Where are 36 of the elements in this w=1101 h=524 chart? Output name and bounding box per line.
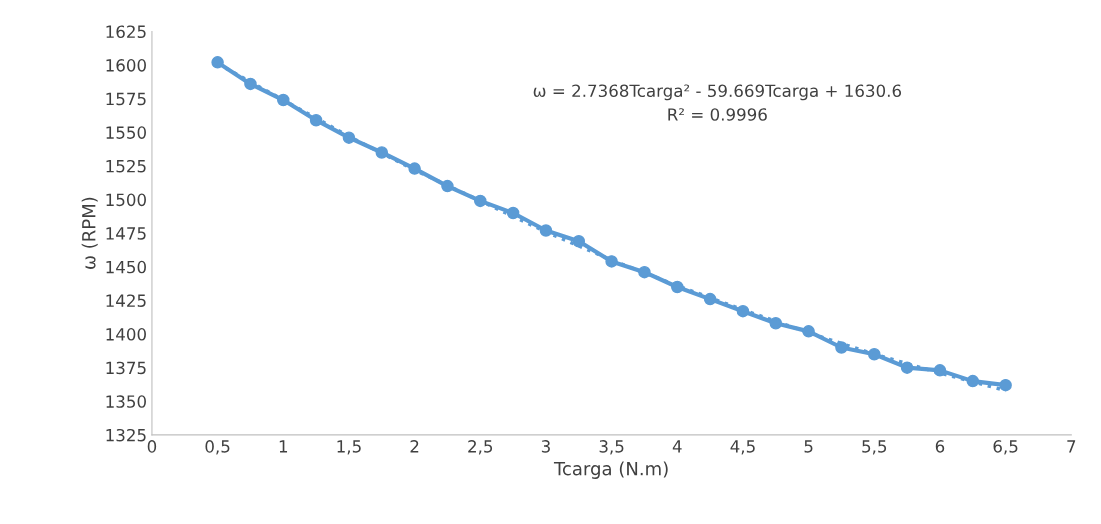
- y-tick-label: 1500: [106, 193, 146, 207]
- y-tick-label: 1625: [106, 25, 146, 39]
- x-tick-label: 5: [804, 440, 813, 453]
- x-axis-title: Tcarga (N.m): [553, 461, 668, 479]
- y-tick-label: 1450: [106, 260, 146, 274]
- point: [999, 378, 1012, 392]
- x-tick-label: 7: [1067, 440, 1076, 453]
- x-tick-label: 4: [672, 440, 682, 453]
- x-tick-label: 1,5: [337, 440, 361, 455]
- y-tick-label: 1350: [106, 395, 146, 408]
- annotation: ω = 2.7368Tcarga² - 59.669Tcarga + 1630.6 R² = 0.9996: [533, 84, 902, 121]
- y-axis-title: ω (RPM): [81, 197, 98, 269]
- y-tick-label: 1575: [106, 92, 146, 106]
- y-tick-label: 1425: [106, 294, 146, 307]
- point: [441, 179, 454, 193]
- y-tick-label: 1400: [106, 328, 146, 341]
- x-tick-label: 6,5: [993, 440, 1018, 455]
- y-tick-label: 1375: [106, 361, 146, 375]
- y-tick-label: 1475: [106, 227, 146, 240]
- x-tick-label: 0: [147, 440, 157, 453]
- x-tick-label: 5,5: [862, 440, 887, 455]
- y-tick-label: 1525: [106, 159, 146, 173]
- x-tick-label: 2,5: [468, 440, 493, 455]
- x-tick-label: 3,5: [599, 440, 624, 455]
- x-tick-label: 0,5: [205, 440, 230, 455]
- x-tick-label: 1: [279, 440, 288, 453]
- x-tick-label: 3: [541, 440, 550, 453]
- x-tick-label: 2: [410, 440, 419, 453]
- point: [244, 77, 257, 91]
- y-tick-label: 1600: [106, 59, 146, 72]
- x-tick-label: 4,5: [730, 440, 755, 455]
- y-tick-label: 1325: [106, 428, 146, 442]
- point: [736, 304, 750, 318]
- point: [572, 234, 586, 248]
- x-tick-label: 6: [935, 440, 945, 453]
- y-tick-label: 1550: [106, 126, 146, 139]
